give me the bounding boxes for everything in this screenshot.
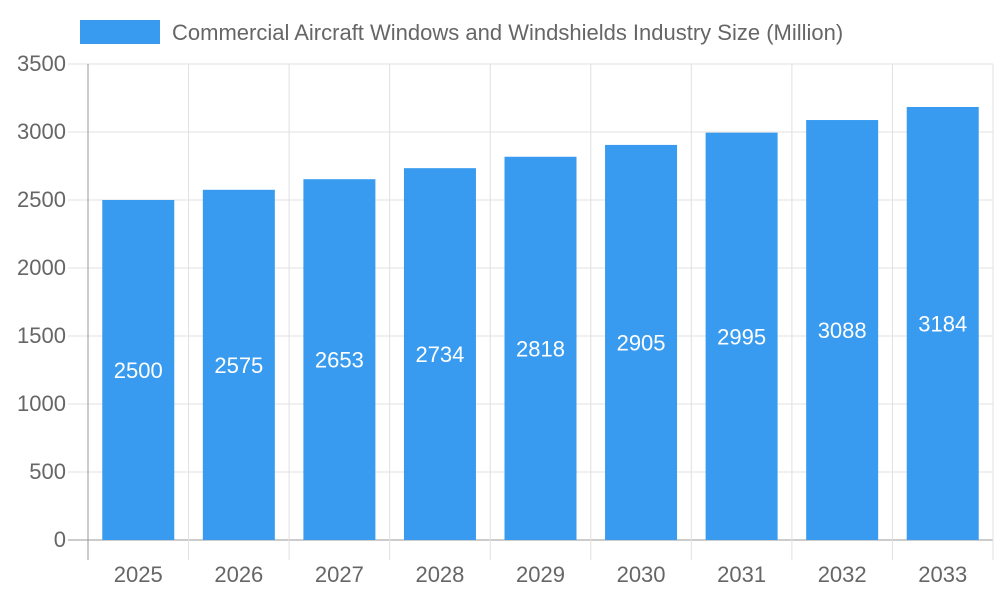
x-tick-label: 2030 bbox=[617, 562, 666, 587]
data-label: 3088 bbox=[818, 318, 867, 343]
legend: Commercial Aircraft Windows and Windshie… bbox=[80, 20, 843, 45]
data-label: 2995 bbox=[717, 324, 766, 349]
bar bbox=[504, 156, 577, 540]
y-tick-label: 3500 bbox=[17, 51, 66, 76]
x-tick-label: 2031 bbox=[717, 562, 766, 587]
x-tick-label: 2032 bbox=[818, 562, 867, 587]
legend-swatch bbox=[80, 20, 160, 44]
data-label: 2905 bbox=[617, 330, 666, 355]
bar bbox=[605, 144, 678, 541]
y-tick-label: 2500 bbox=[17, 187, 66, 212]
legend-label: Commercial Aircraft Windows and Windshie… bbox=[172, 20, 843, 45]
x-tick-label: 2033 bbox=[918, 562, 967, 587]
x-tick-label: 2027 bbox=[315, 562, 364, 587]
y-tick-label: 500 bbox=[29, 459, 66, 484]
data-label: 2653 bbox=[315, 348, 364, 373]
bar bbox=[806, 120, 879, 541]
y-tick-label: 3000 bbox=[17, 119, 66, 144]
x-tick-label: 2028 bbox=[415, 562, 464, 587]
data-label: 2500 bbox=[114, 358, 163, 383]
data-label: 2575 bbox=[214, 353, 263, 378]
bar bbox=[403, 168, 476, 540]
data-label: 2818 bbox=[516, 336, 565, 361]
bar bbox=[705, 132, 778, 540]
bar bbox=[102, 200, 175, 540]
bar bbox=[906, 106, 979, 540]
y-tick-label: 0 bbox=[54, 527, 66, 552]
bar bbox=[303, 179, 376, 540]
y-tick-label: 1000 bbox=[17, 391, 66, 416]
y-tick-label: 2000 bbox=[17, 255, 66, 280]
data-label: 2734 bbox=[415, 342, 464, 367]
x-tick-label: 2025 bbox=[114, 562, 163, 587]
x-tick-label: 2026 bbox=[214, 562, 263, 587]
bar bbox=[202, 189, 275, 541]
y-tick-label: 1500 bbox=[17, 323, 66, 348]
data-label: 3184 bbox=[918, 311, 967, 336]
x-tick-label: 2029 bbox=[516, 562, 565, 587]
